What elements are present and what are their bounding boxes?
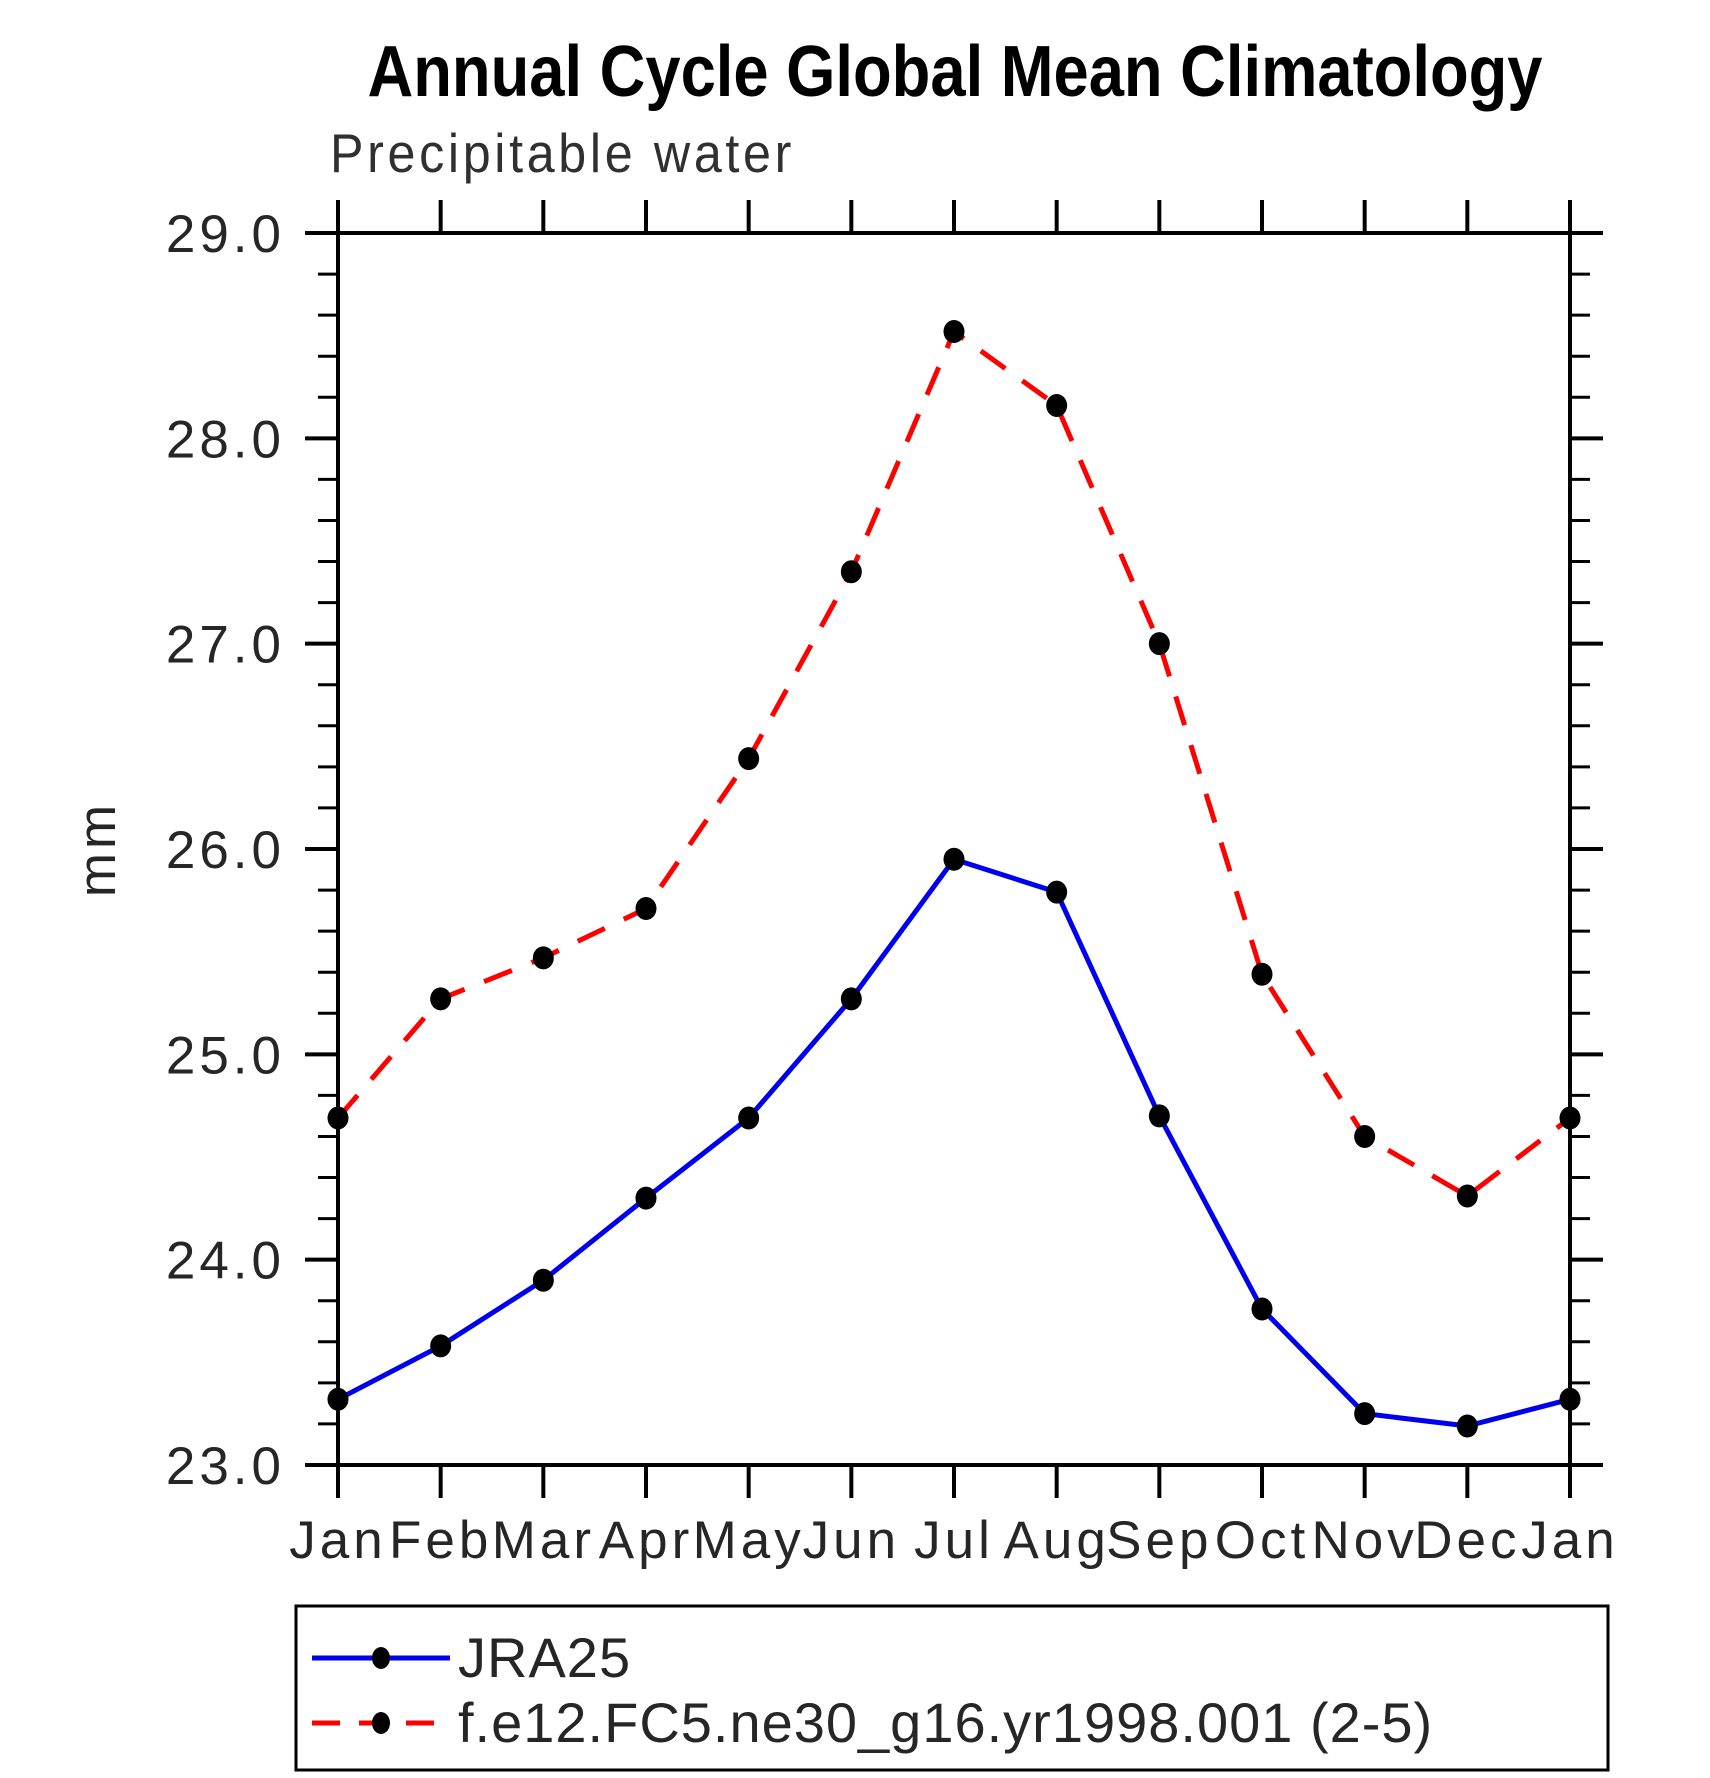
- x-tick-label: Mar: [492, 1511, 595, 1570]
- legend-sample-marker: [372, 1712, 390, 1734]
- x-tick-label: Feb: [389, 1511, 492, 1570]
- y-tick-label: 24.0: [166, 1232, 285, 1291]
- model-line: [336, 327, 1572, 1200]
- jra25-point: [1148, 1104, 1170, 1128]
- jra25-line: [336, 856, 1571, 1429]
- legend-line-samples: [312, 1647, 450, 1734]
- model-point: [532, 946, 554, 970]
- jra25-point: [738, 1106, 760, 1130]
- jra25-point: [1046, 880, 1068, 904]
- model-point: [738, 747, 760, 771]
- jra25-point: [1251, 1297, 1273, 1321]
- y-tick-label: 25.0: [166, 1026, 285, 1085]
- jra25-point: [1456, 1414, 1478, 1438]
- model-point: [1251, 962, 1273, 986]
- x-tick-label: Oct: [1215, 1511, 1309, 1570]
- x-tick-label: Jan: [1521, 1511, 1618, 1570]
- model-point: [430, 987, 452, 1011]
- model-point: [1354, 1124, 1376, 1148]
- chart-subtitle: Precipitable water: [330, 122, 795, 184]
- data-series: [327, 320, 1581, 1438]
- jra25-point: [840, 987, 862, 1011]
- model-point: [1148, 632, 1170, 656]
- jra25-point: [635, 1186, 657, 1210]
- model-point: [1046, 393, 1068, 417]
- jra25-point: [430, 1334, 452, 1358]
- x-tick-label: Nov: [1312, 1511, 1418, 1570]
- y-tick-label: 28.0: [166, 410, 285, 469]
- model-point: [635, 897, 657, 921]
- model-point: [943, 320, 965, 344]
- jra25-point: [943, 847, 965, 871]
- x-tick-label: Jun: [803, 1511, 900, 1570]
- x-tick-label: Dec: [1414, 1511, 1520, 1570]
- x-tick-label: May: [693, 1511, 805, 1570]
- jra25-point: [1559, 1387, 1581, 1411]
- x-tick-label: Jan: [289, 1511, 386, 1570]
- y-tick-label: 29.0: [166, 205, 285, 264]
- legend-box: JRA25 f.e12.FC5.ne30_g16.yr1998.001 (2-5…: [294, 1604, 1610, 1772]
- model-point: [1456, 1184, 1478, 1208]
- y-tick-label: 27.0: [166, 616, 285, 675]
- x-tick-label: Jul: [914, 1511, 994, 1570]
- x-tick-label: Apr: [599, 1511, 693, 1570]
- chart-title: Annual Cycle Global Mean Climatology: [368, 32, 1543, 112]
- jra25-point: [327, 1387, 349, 1411]
- x-tick-label: Aug: [1004, 1511, 1110, 1570]
- jra25-point: [532, 1268, 554, 1292]
- model-point: [840, 560, 862, 584]
- model-point: [327, 1106, 349, 1130]
- model-point: [1559, 1106, 1581, 1130]
- x-tick-label: Sep: [1106, 1511, 1212, 1570]
- y-tick-label: 23.0: [166, 1437, 285, 1496]
- legend-border: [294, 1604, 1610, 1772]
- y-tick-label: 26.0: [166, 821, 285, 880]
- legend-label-jra25: JRA25: [458, 1626, 631, 1689]
- legend-sample-marker: [372, 1647, 390, 1669]
- y-axis-label: mm: [68, 801, 127, 897]
- jra25-point: [1354, 1402, 1376, 1426]
- legend-label-model-run: f.e12.FC5.ne30_g16.yr1998.001 (2-5): [458, 1691, 1433, 1754]
